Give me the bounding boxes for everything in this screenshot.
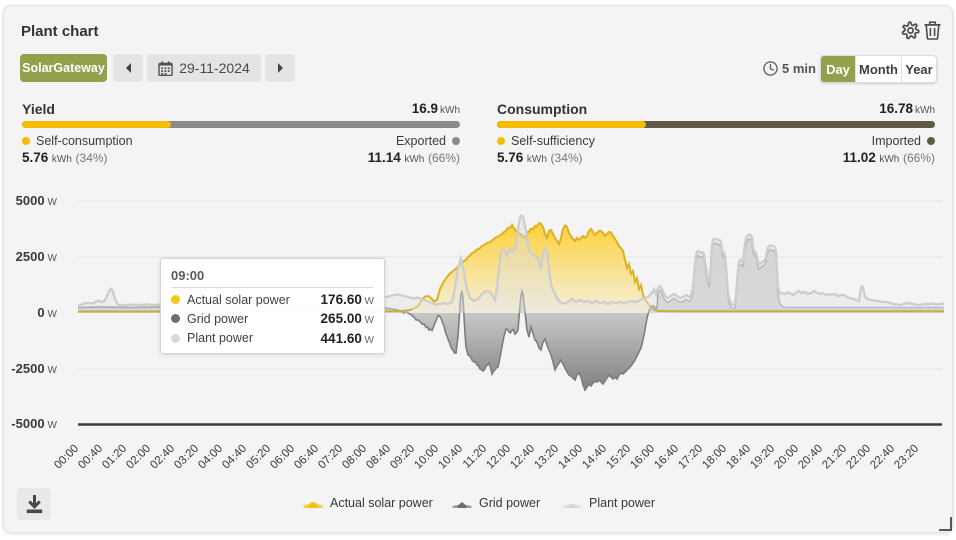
svg-text:04:00: 04:00: [196, 443, 225, 472]
svg-text:02:00: 02:00: [124, 443, 153, 472]
svg-text:18:00: 18:00: [700, 443, 729, 472]
svg-text:01:20: 01:20: [100, 443, 129, 472]
svg-text:09:20: 09:20: [388, 443, 417, 472]
svg-text:13:20: 13:20: [532, 443, 561, 472]
svg-text:12:40: 12:40: [508, 443, 537, 472]
svg-text:08:40: 08:40: [364, 443, 393, 472]
svg-text:22:40: 22:40: [868, 443, 897, 472]
svg-text:10:40: 10:40: [436, 443, 465, 472]
svg-text:04:40: 04:40: [220, 443, 249, 472]
svg-text:20:40: 20:40: [796, 443, 825, 472]
svg-text:17:20: 17:20: [676, 443, 705, 472]
svg-text:19:20: 19:20: [748, 443, 777, 472]
svg-text:00:00: 00:00: [52, 443, 81, 472]
svg-text:15:20: 15:20: [604, 443, 633, 472]
svg-text:16:00: 16:00: [628, 443, 657, 472]
svg-text:02:40: 02:40: [148, 443, 177, 472]
svg-text:18:40: 18:40: [724, 443, 753, 472]
svg-text:03:20: 03:20: [172, 443, 201, 472]
svg-text:06:40: 06:40: [292, 443, 321, 472]
svg-text:14:00: 14:00: [556, 443, 585, 472]
svg-text:07:20: 07:20: [316, 443, 345, 472]
svg-text:08:00: 08:00: [340, 443, 369, 472]
svg-text:12:00: 12:00: [484, 443, 513, 472]
svg-text:10:00: 10:00: [412, 443, 441, 472]
svg-text:20:00: 20:00: [772, 443, 801, 472]
svg-text:14:40: 14:40: [580, 443, 609, 472]
svg-text:16:40: 16:40: [652, 443, 681, 472]
svg-text:23:20: 23:20: [892, 443, 921, 472]
svg-text:05:20: 05:20: [244, 443, 273, 472]
svg-text:06:00: 06:00: [268, 443, 297, 472]
svg-text:22:00: 22:00: [844, 443, 873, 472]
svg-text:21:20: 21:20: [820, 443, 849, 472]
svg-text:11:20: 11:20: [461, 443, 489, 471]
svg-text:00:40: 00:40: [76, 443, 105, 472]
